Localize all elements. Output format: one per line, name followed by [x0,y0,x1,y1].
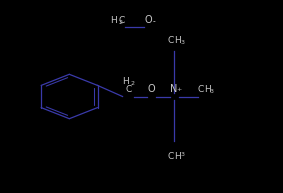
Text: C: C [126,85,132,94]
Text: 3: 3 [180,152,184,157]
Text: C: C [119,16,125,25]
Text: H: H [175,36,181,45]
Text: H: H [204,85,211,94]
Text: 3: 3 [180,40,184,45]
Text: H: H [122,77,129,86]
Text: +: + [177,87,182,92]
Text: 2: 2 [118,20,122,25]
Text: H: H [110,16,117,25]
Text: H: H [175,152,181,161]
Text: C: C [168,36,174,45]
Text: -: - [152,17,155,26]
Text: C: C [168,152,174,161]
Text: O: O [148,84,155,94]
Text: O: O [145,15,152,25]
Text: N: N [170,84,177,94]
Text: C: C [197,85,203,94]
Text: 3: 3 [210,89,214,94]
Text: 2: 2 [130,81,134,86]
